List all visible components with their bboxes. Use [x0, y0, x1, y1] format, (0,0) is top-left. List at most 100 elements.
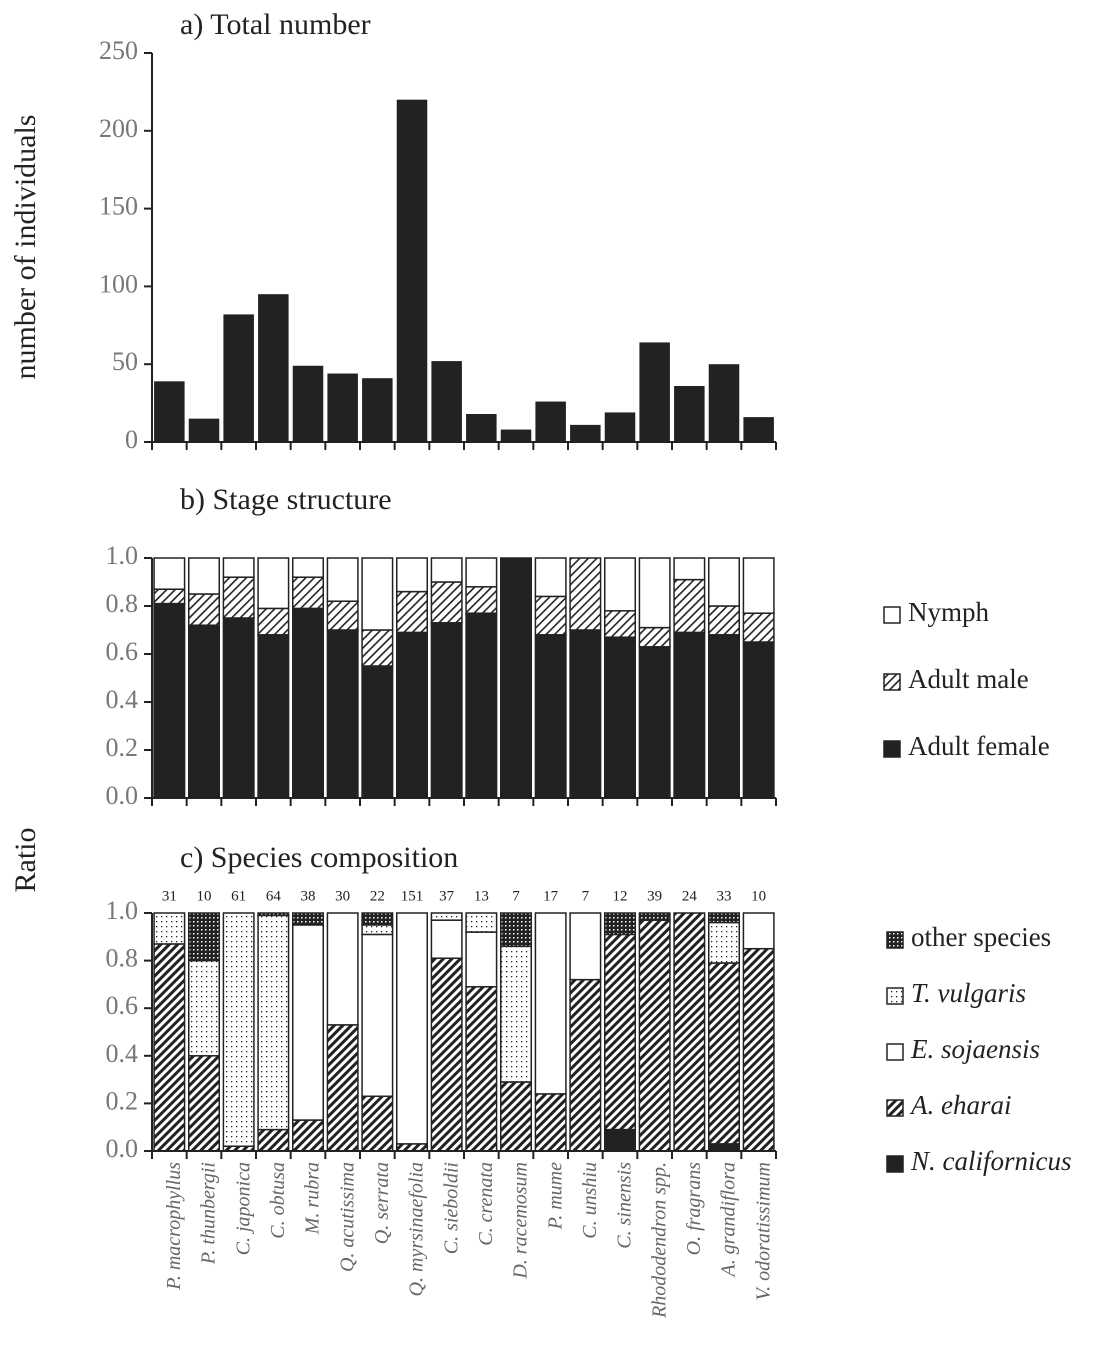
bar-segment	[291, 1119, 325, 1152]
bar-segment	[395, 631, 429, 799]
x-tick-label: Rhododendron spp.	[648, 1162, 670, 1319]
bar-segment	[187, 593, 221, 626]
count-label: 7	[582, 888, 590, 904]
bar	[500, 429, 532, 442]
bar-segment	[534, 1093, 567, 1152]
panel-title: a) Total number	[180, 8, 371, 41]
legend-label: A. eharai	[909, 1090, 1012, 1120]
bar-segment	[222, 557, 255, 578]
bar-segment	[638, 626, 671, 648]
x-tick-label: C. sinensis	[614, 1162, 636, 1249]
bar-segment	[153, 602, 186, 799]
count-label: 31	[162, 888, 177, 904]
x-tick-label: P. mume	[544, 1162, 566, 1231]
bar-segment	[534, 557, 567, 598]
bar-segment	[465, 931, 498, 988]
x-tick-label: D. racemosum	[510, 1162, 532, 1280]
panel-title: b) Stage structure	[180, 483, 392, 516]
bar	[154, 381, 185, 442]
legend-swatch	[886, 1099, 904, 1117]
bar	[535, 401, 566, 442]
bar-segment	[257, 557, 290, 610]
bar-segment	[361, 629, 394, 667]
bar	[743, 417, 774, 442]
bar-segment	[707, 557, 741, 607]
bar-segment	[465, 986, 498, 1152]
count-label: 10	[197, 888, 212, 904]
count-label: 22	[370, 888, 385, 904]
bar-segment	[707, 912, 741, 924]
bar-segment	[257, 607, 290, 636]
bar-segment	[499, 912, 533, 948]
bar-segment	[291, 557, 325, 578]
bar-segment	[499, 945, 533, 1083]
y-tick-label: 0	[125, 425, 138, 454]
bar-segment	[707, 962, 741, 1145]
y-tick-label: 0.2	[106, 733, 139, 762]
bar-segment	[153, 588, 186, 605]
bar-segment	[153, 912, 186, 945]
bar	[188, 418, 220, 442]
bar-segment	[707, 1143, 741, 1152]
bar-segment	[534, 912, 567, 1095]
count-label: 12	[613, 888, 628, 904]
bar-segment	[291, 607, 325, 799]
x-tick-label: C. sieboldii	[440, 1162, 462, 1254]
legend-label: E. sojaensis	[910, 1034, 1040, 1064]
x-tick-label: C. obtusa	[267, 1162, 289, 1239]
y-axis-label: number of individuals	[9, 115, 42, 380]
bar-segment	[569, 912, 602, 981]
bar-segment	[603, 933, 637, 1131]
bar-segment	[291, 912, 325, 926]
legend-swatch	[883, 740, 901, 758]
bar-segment	[430, 957, 463, 1152]
bar-segment	[465, 586, 498, 614]
legend-label: Adult male	[908, 664, 1029, 694]
bar-segment	[326, 600, 359, 631]
x-tick-label: V. odoratissimum	[752, 1162, 774, 1301]
count-label: 37	[439, 888, 455, 904]
y-tick-label: 250	[99, 36, 138, 65]
x-tick-label: Q. serrata	[371, 1162, 393, 1244]
bar	[327, 373, 358, 442]
bar-segment	[430, 919, 463, 959]
bar-segment	[465, 557, 498, 588]
legend-label: Nymph	[908, 597, 990, 627]
bar-segment	[291, 924, 325, 1121]
bar-segment	[603, 610, 637, 638]
bar-segment	[187, 1055, 221, 1152]
bar-segment	[430, 622, 463, 799]
bar	[466, 413, 497, 442]
legend-swatch	[886, 1043, 904, 1061]
count-label: 17	[543, 888, 559, 904]
bar-segment	[326, 912, 359, 1026]
bar	[396, 99, 428, 443]
bar-segment	[430, 581, 463, 624]
x-tick-label: Q. acutissima	[336, 1162, 358, 1272]
y-tick-label: 50	[112, 347, 138, 376]
y-tick-label: 1.0	[106, 896, 139, 925]
bar-segment	[222, 617, 255, 799]
legend-swatch	[886, 987, 904, 1005]
x-tick-label: P. thunbergii	[198, 1162, 220, 1265]
y-tick-label: 0.0	[106, 1134, 139, 1163]
bar	[708, 364, 740, 442]
bar-segment	[569, 978, 602, 1152]
bar	[431, 361, 462, 442]
bar	[292, 365, 324, 442]
bar-segment	[257, 914, 290, 1131]
count-label: 30	[335, 888, 350, 904]
bar-segment	[673, 912, 706, 1152]
bar-segment	[569, 557, 602, 631]
x-tick-label: A. grandiflora	[718, 1162, 740, 1278]
legend-swatch	[883, 673, 901, 691]
bar-segment	[534, 634, 567, 799]
y-tick-label: 0.4	[106, 685, 139, 714]
y-tick-label: 150	[99, 192, 138, 221]
legend-swatch	[886, 1155, 904, 1173]
bar-segment	[742, 912, 775, 950]
legend-swatch	[883, 606, 901, 624]
bar-segment	[707, 921, 741, 964]
bar-segment	[742, 612, 775, 643]
